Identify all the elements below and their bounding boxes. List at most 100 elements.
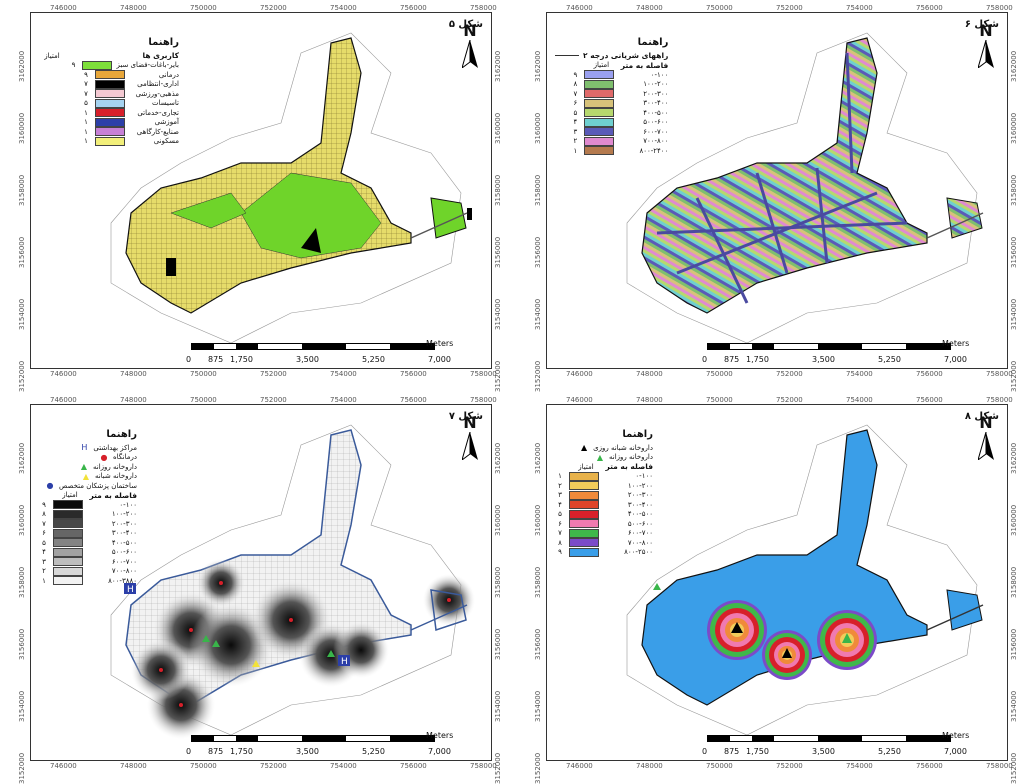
- legend-swatch: [584, 98, 615, 108]
- outer-parcels: [110, 424, 462, 736]
- legend-subtitle: کاربری ها: [142, 51, 179, 61]
- green-space: [170, 192, 247, 229]
- pharmacy-markers: [202, 635, 335, 657]
- legend-item: ۸۰۰-۲۴۰۰ ۱: [555, 146, 668, 156]
- x-tick-label: 750000: [706, 370, 733, 378]
- legend-swatch: [53, 576, 83, 586]
- x-tick-label: 756000: [400, 4, 427, 12]
- legend-item-label: ۶۰۰-۷۰۰: [627, 529, 653, 538]
- y-tick-label: 3152000: [534, 752, 542, 784]
- x-tick-label: 756000: [916, 370, 943, 378]
- legend-swatch: [584, 79, 615, 89]
- city-map-landuse: [110, 32, 472, 344]
- legend-swatch: [53, 547, 83, 557]
- north-arrow-icon: N: [459, 413, 481, 464]
- legend-swatch: [53, 528, 83, 538]
- y-tick-label: 3156000: [18, 628, 26, 660]
- legend-item: ۶۰۰-۷۰۰ ۳: [555, 127, 668, 137]
- legend-item-label: صنایع-کارگاهی: [136, 127, 179, 136]
- y-tick-label: 3154000: [494, 298, 502, 330]
- x-tick-label: 750000: [706, 4, 733, 12]
- legend-swatch: [569, 528, 599, 538]
- legend-score: ۸: [558, 538, 562, 547]
- svg-text:H: H: [127, 585, 134, 595]
- scale-label: 3,500: [296, 747, 319, 756]
- symbol-label: داروخانه شبانه روزی: [593, 443, 653, 452]
- legend-item: ۶۰۰-۷۰۰ ۷: [555, 528, 653, 539]
- legend-item: تاسیسات ۵: [39, 98, 179, 109]
- x-tick-label: 746000: [566, 396, 593, 404]
- y-tick-label: 3152000: [1010, 752, 1018, 784]
- legend-swatch: [584, 136, 615, 146]
- legend-header-row: کاربری ها امتیاز: [39, 51, 179, 61]
- arterial-road: [926, 212, 984, 239]
- legend-swatch: [584, 117, 615, 127]
- legend-item-label: اداری-انتظامی: [137, 80, 179, 89]
- x-tick-label: 752000: [260, 396, 287, 404]
- legend-item: ۴۰۰-۵۰۰ ۵: [39, 538, 137, 548]
- legend-score: ۴: [558, 500, 562, 509]
- map-panel-pharmacies: شکل ۸ راهنما داروخانه شبانه روزی ▲ داروخان…: [524, 396, 1030, 784]
- legend-swatch: [95, 127, 125, 137]
- legend-item: ۳۰۰-۴۰۰ ۶: [555, 98, 669, 109]
- legend-score: ۳: [558, 491, 562, 500]
- scale-label: 3,500: [812, 355, 835, 364]
- x-tick-label: 754000: [846, 4, 873, 12]
- map-symbol-icon: ●: [46, 481, 54, 491]
- admin-block: [166, 258, 176, 276]
- y-tick-label: 3160000: [18, 504, 26, 536]
- legend-swatch: [569, 519, 599, 529]
- score-header: امتیاز: [44, 51, 60, 60]
- legend-item: ۲۰۰-۳۰۰ ۷: [39, 519, 137, 529]
- legend-swatch: [569, 471, 599, 481]
- map-panel-roads: شکل ۶ راهنما راههای شریانی درجه ۲ فاصله …: [524, 4, 1030, 392]
- legend-item-label: ۰-۱۰۰: [119, 500, 137, 509]
- y-tick-label: 3152000: [1010, 360, 1018, 392]
- arterial-road: [410, 604, 468, 631]
- legend-item-label: تجاری-خدماتی: [137, 108, 179, 117]
- scale-unit: Meters: [426, 731, 454, 740]
- legend-item-label: ۱۰۰-۲۰۰: [627, 481, 653, 490]
- figure-title: شکل ۸: [964, 411, 999, 422]
- legend-item: ۶۰۰-۷۰۰ ۳: [39, 557, 137, 567]
- scale-labels: 0 875 1,750 3,500 5,250 7,000: [186, 355, 451, 367]
- y-tick-label: 3158000: [1010, 566, 1018, 598]
- legend-items: بایر-باغات-فضای سبز ۹ درمانی ۹ اداری-انتظامی…: [39, 60, 179, 147]
- map-panel-health-centers: H H شکل ۷ راهنما مراکز بهداشتی H درمانگاه ●…: [8, 396, 514, 784]
- y-tick-label: 3152000: [534, 360, 542, 392]
- legend-score: ۹: [573, 70, 578, 79]
- x-tick-label: 758000: [470, 370, 497, 378]
- scale-label: 0: [186, 355, 192, 364]
- y-tick-label: 3162000: [534, 50, 542, 82]
- y-tick-label: 3154000: [494, 690, 502, 722]
- legend-item: ۱۰۰-۲۰۰ ۸: [39, 509, 137, 520]
- y-tick-label: 3160000: [494, 504, 502, 536]
- x-tick-label: 756000: [400, 762, 427, 770]
- y-tick-label: 3156000: [534, 628, 542, 660]
- scale-label: 875: [724, 355, 740, 364]
- legend-score: ۷: [42, 519, 46, 528]
- y-tick-label: 3160000: [1010, 504, 1018, 536]
- y-tick-label: 3160000: [18, 112, 26, 144]
- legend-item-label: ۵۰۰-۶۰۰: [643, 118, 669, 127]
- green-space: [430, 589, 467, 632]
- y-tick-label: 3154000: [18, 690, 26, 722]
- north-arrow-icon: N: [975, 413, 997, 464]
- y-tick-label: 3154000: [534, 298, 542, 330]
- legend-item-label: مسکونی: [153, 137, 179, 146]
- map-panel-landuse: شکل ۵ راهنما کاربری ها امتیاز بایر-باغات…: [8, 4, 514, 392]
- scale-label: 3,500: [296, 355, 319, 364]
- legend-item-label: ۲۰۰-۳۰۰: [111, 519, 137, 528]
- y-tick-label: 3158000: [1010, 174, 1018, 206]
- legend-item-label: ۳۰۰-۴۰۰: [643, 99, 669, 108]
- legend-swatch: [584, 108, 615, 118]
- legend-score: ۲: [558, 481, 562, 490]
- green-space: [430, 197, 467, 239]
- x-tick-label: 748000: [636, 762, 663, 770]
- legend-score: ۹: [84, 70, 88, 79]
- legend: راهنما مراکز بهداشتی H درمانگاه ● داروخانه ر…: [39, 429, 137, 586]
- legend-score: ۳: [573, 127, 578, 136]
- x-tick-label: 754000: [846, 396, 873, 404]
- scale-labels: 0 875 1,750 3,500 5,250 7,000: [702, 747, 967, 759]
- scale-label: 5,250: [362, 355, 385, 364]
